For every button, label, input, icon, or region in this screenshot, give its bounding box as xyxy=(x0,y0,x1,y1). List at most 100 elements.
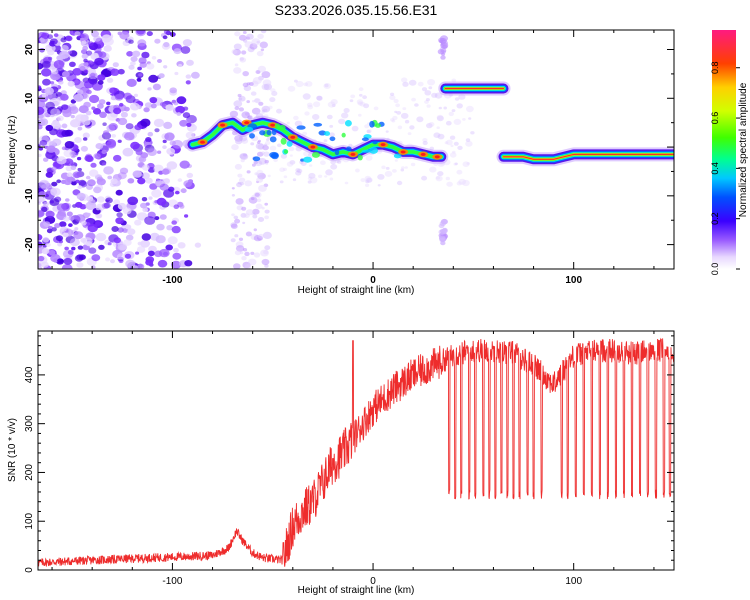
heatmap-cell xyxy=(50,187,61,197)
heatmap-cell xyxy=(261,111,265,115)
heatmap-cell xyxy=(138,73,143,77)
heatmap-cell xyxy=(242,221,246,225)
heatmap-cell xyxy=(391,119,396,123)
heatmap-cell xyxy=(303,82,309,87)
heatmap-cell xyxy=(261,71,271,79)
heatmap-cell xyxy=(435,175,443,182)
heatmap-cell xyxy=(93,153,101,159)
heatmap-cell xyxy=(271,91,278,96)
heatmap-cell xyxy=(454,97,460,101)
heatmap-cell xyxy=(80,220,87,226)
heatmap-cell xyxy=(393,153,402,159)
heatmap-cell xyxy=(241,256,247,261)
heatmap-cell xyxy=(105,197,113,204)
heatmap-cell xyxy=(72,171,82,179)
heatmap-cell xyxy=(79,66,86,71)
heatmap-cell xyxy=(242,31,247,34)
heatmap-cell xyxy=(74,227,79,231)
heatmap-cell xyxy=(233,215,239,220)
heatmap-cell xyxy=(312,114,320,120)
heatmap-cell xyxy=(256,141,261,144)
heatmap-cell xyxy=(95,221,101,227)
snr-y-label: SNR (10 * v/v) xyxy=(7,418,18,482)
heatmap-cell xyxy=(439,237,446,243)
heatmap-cell xyxy=(241,50,247,55)
heatmap-cell xyxy=(41,248,50,255)
heatmap-cell xyxy=(50,38,58,45)
heatmap-cell xyxy=(231,194,235,197)
heatmap-cell xyxy=(258,158,267,165)
heatmap-cell xyxy=(422,138,428,143)
heatmap-cell xyxy=(74,137,82,143)
heatmap-cell xyxy=(45,171,53,178)
heatmap-cell xyxy=(438,106,442,110)
heatmap-cell xyxy=(38,85,42,89)
heatmap-cell xyxy=(267,174,271,178)
heatmap-cell xyxy=(106,140,117,149)
heatmap-cell xyxy=(83,137,88,141)
heatmap-cell xyxy=(64,246,69,251)
heatmap-cell xyxy=(184,260,193,267)
heatmap-cell xyxy=(324,83,329,88)
heatmap-cell xyxy=(252,214,258,219)
heatmap-cell xyxy=(39,37,45,43)
heatmap-cell xyxy=(63,149,74,158)
heatmap-cell xyxy=(68,106,79,114)
heatmap-cell xyxy=(137,66,143,71)
heatmap-cell xyxy=(51,69,59,75)
heatmap-cell xyxy=(73,231,84,240)
heatmap-cell xyxy=(157,150,162,154)
spectrogram-frame xyxy=(37,29,675,270)
heatmap-cell xyxy=(66,211,73,217)
heatmap-cell xyxy=(397,125,403,130)
heatmap-cell xyxy=(171,260,182,269)
colorbar-axis: 0.0 0.2 0.4 0.6 0.8 xyxy=(710,61,740,275)
heatmap-cell xyxy=(231,213,235,217)
heatmap-cell xyxy=(113,107,122,115)
heatmap-cell xyxy=(98,99,106,105)
heatmap-cell xyxy=(39,48,45,53)
heatmap-cell xyxy=(51,166,57,171)
heatmap-cell xyxy=(161,168,170,175)
heatmap-cell xyxy=(75,179,80,184)
heatmap-cell xyxy=(238,177,246,183)
heatmap-cell xyxy=(357,101,364,106)
heatmap-cell xyxy=(90,162,97,168)
heatmap-cell xyxy=(411,97,416,102)
heatmap-cell xyxy=(97,74,106,81)
heatmap-cell xyxy=(38,124,43,130)
heatmap-cell xyxy=(144,102,152,108)
heatmap-cell xyxy=(89,94,100,104)
heatmap-cell xyxy=(127,196,139,206)
heatmap-cell xyxy=(147,87,152,91)
heatmap-cell xyxy=(74,80,85,90)
heatmap-cell xyxy=(115,217,124,225)
heatmap-cell xyxy=(92,108,102,115)
heatmap-cell xyxy=(337,160,342,164)
heatmap-cell xyxy=(331,104,336,107)
heatmap-cell xyxy=(124,253,132,259)
heatmap-cell xyxy=(234,63,239,67)
heatmap-cell xyxy=(264,202,269,206)
heatmap-cell xyxy=(324,175,328,178)
heatmap-cell xyxy=(117,117,128,126)
heatmap-cell xyxy=(128,64,135,70)
heatmap-cell xyxy=(55,91,63,97)
heatmap-cell xyxy=(175,105,186,114)
heatmap-cell xyxy=(229,110,239,118)
heatmap-cell xyxy=(266,138,270,142)
heatmap-cell xyxy=(112,62,119,68)
heatmap-cell xyxy=(439,37,447,44)
heatmap-cell xyxy=(364,124,370,129)
heatmap-cell xyxy=(154,128,160,133)
heatmap-cell xyxy=(43,202,49,207)
heatmap-cell xyxy=(107,175,113,180)
heatmap-cell xyxy=(320,160,326,165)
heatmap-cell xyxy=(362,95,367,100)
heatmap-peak xyxy=(434,155,440,159)
heatmap-cell xyxy=(134,93,138,97)
heatmap-cell xyxy=(176,112,182,116)
heatmap-cell xyxy=(358,87,364,92)
heatmap-cell xyxy=(162,139,167,144)
heatmap-cell xyxy=(162,178,170,185)
